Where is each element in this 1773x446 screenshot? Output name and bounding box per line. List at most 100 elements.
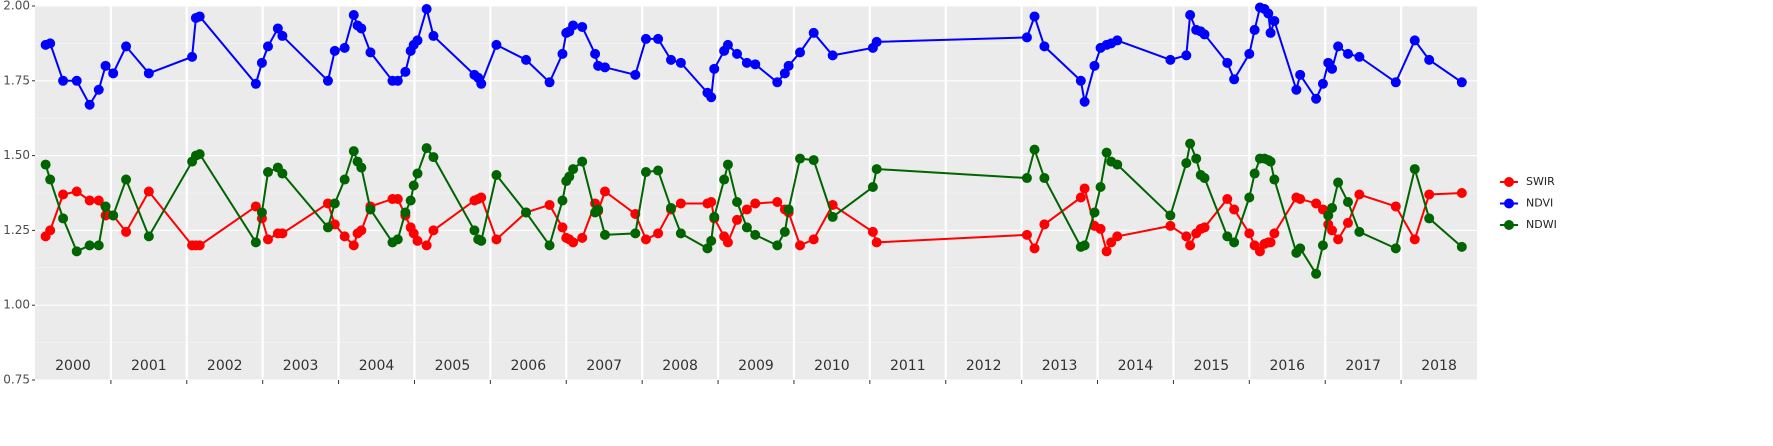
point xyxy=(84,240,95,251)
point xyxy=(1333,177,1344,188)
point xyxy=(365,47,376,58)
point xyxy=(521,207,532,218)
point xyxy=(277,30,288,41)
point xyxy=(476,78,487,89)
y-tick-label: 1.25 xyxy=(3,223,30,237)
point xyxy=(779,226,790,237)
point xyxy=(1456,77,1467,88)
point xyxy=(58,189,69,200)
point xyxy=(1029,11,1040,22)
point xyxy=(1327,63,1338,74)
point xyxy=(1079,183,1090,194)
point xyxy=(1323,210,1334,221)
point xyxy=(722,237,733,248)
point xyxy=(356,162,367,173)
point xyxy=(365,204,376,215)
point xyxy=(405,195,416,206)
point xyxy=(783,60,794,71)
point xyxy=(808,234,819,245)
point xyxy=(1327,225,1338,236)
point xyxy=(1249,168,1260,179)
point xyxy=(772,196,783,207)
point xyxy=(348,146,359,157)
y-tick-label: 2.00 xyxy=(3,0,30,13)
point xyxy=(783,204,794,215)
point xyxy=(262,167,273,178)
point xyxy=(1165,54,1176,65)
point xyxy=(348,9,359,20)
point xyxy=(1342,196,1353,207)
point xyxy=(557,222,568,233)
point xyxy=(568,237,579,248)
point xyxy=(1165,220,1176,231)
point xyxy=(871,237,882,248)
point xyxy=(412,235,423,246)
point xyxy=(808,155,819,166)
point xyxy=(1333,234,1344,245)
point xyxy=(1456,188,1467,198)
legend-label: NDVI xyxy=(1526,197,1553,210)
year-label: 2001 xyxy=(131,358,167,374)
point xyxy=(568,20,579,31)
point xyxy=(1039,41,1050,52)
point xyxy=(1269,174,1280,185)
point xyxy=(1029,243,1040,254)
point xyxy=(469,225,480,236)
point xyxy=(1029,144,1040,155)
point xyxy=(1112,231,1123,242)
point xyxy=(108,210,119,221)
point xyxy=(1249,24,1260,35)
legend-point xyxy=(1504,220,1514,230)
point xyxy=(45,174,56,185)
point xyxy=(750,198,761,209)
point xyxy=(121,226,132,237)
point xyxy=(1222,231,1233,242)
point xyxy=(750,229,761,240)
point xyxy=(356,225,367,236)
point xyxy=(1185,9,1196,20)
year-label: 2009 xyxy=(738,358,774,374)
point xyxy=(1021,173,1032,184)
point xyxy=(1295,193,1306,204)
point xyxy=(45,225,56,236)
point xyxy=(1039,173,1050,184)
point xyxy=(675,228,686,239)
legend-point xyxy=(1504,177,1514,187)
point xyxy=(1244,228,1255,239)
point xyxy=(1229,204,1240,215)
point xyxy=(795,153,806,164)
point xyxy=(1333,41,1344,52)
point xyxy=(322,75,333,86)
point xyxy=(630,228,641,239)
point xyxy=(1311,268,1322,279)
point xyxy=(577,156,588,167)
point xyxy=(1075,192,1086,203)
point xyxy=(1390,77,1401,88)
point xyxy=(322,198,333,209)
point xyxy=(779,68,790,79)
point xyxy=(1199,173,1210,184)
point xyxy=(772,77,783,88)
point xyxy=(653,228,664,239)
point xyxy=(706,235,717,246)
year-label: 2002 xyxy=(207,358,243,374)
point xyxy=(1327,202,1338,213)
point xyxy=(1424,54,1435,65)
point xyxy=(121,41,132,52)
point xyxy=(143,231,154,242)
point xyxy=(250,78,261,89)
year-label: 2008 xyxy=(662,358,698,374)
point xyxy=(1181,50,1192,61)
point xyxy=(1165,210,1176,221)
point xyxy=(491,234,502,245)
point xyxy=(421,3,432,14)
point xyxy=(702,243,713,254)
point xyxy=(808,27,819,38)
point xyxy=(1229,74,1240,85)
point xyxy=(1424,213,1435,224)
point xyxy=(675,198,686,209)
point xyxy=(706,196,717,207)
point xyxy=(1269,15,1280,26)
point xyxy=(706,92,717,103)
